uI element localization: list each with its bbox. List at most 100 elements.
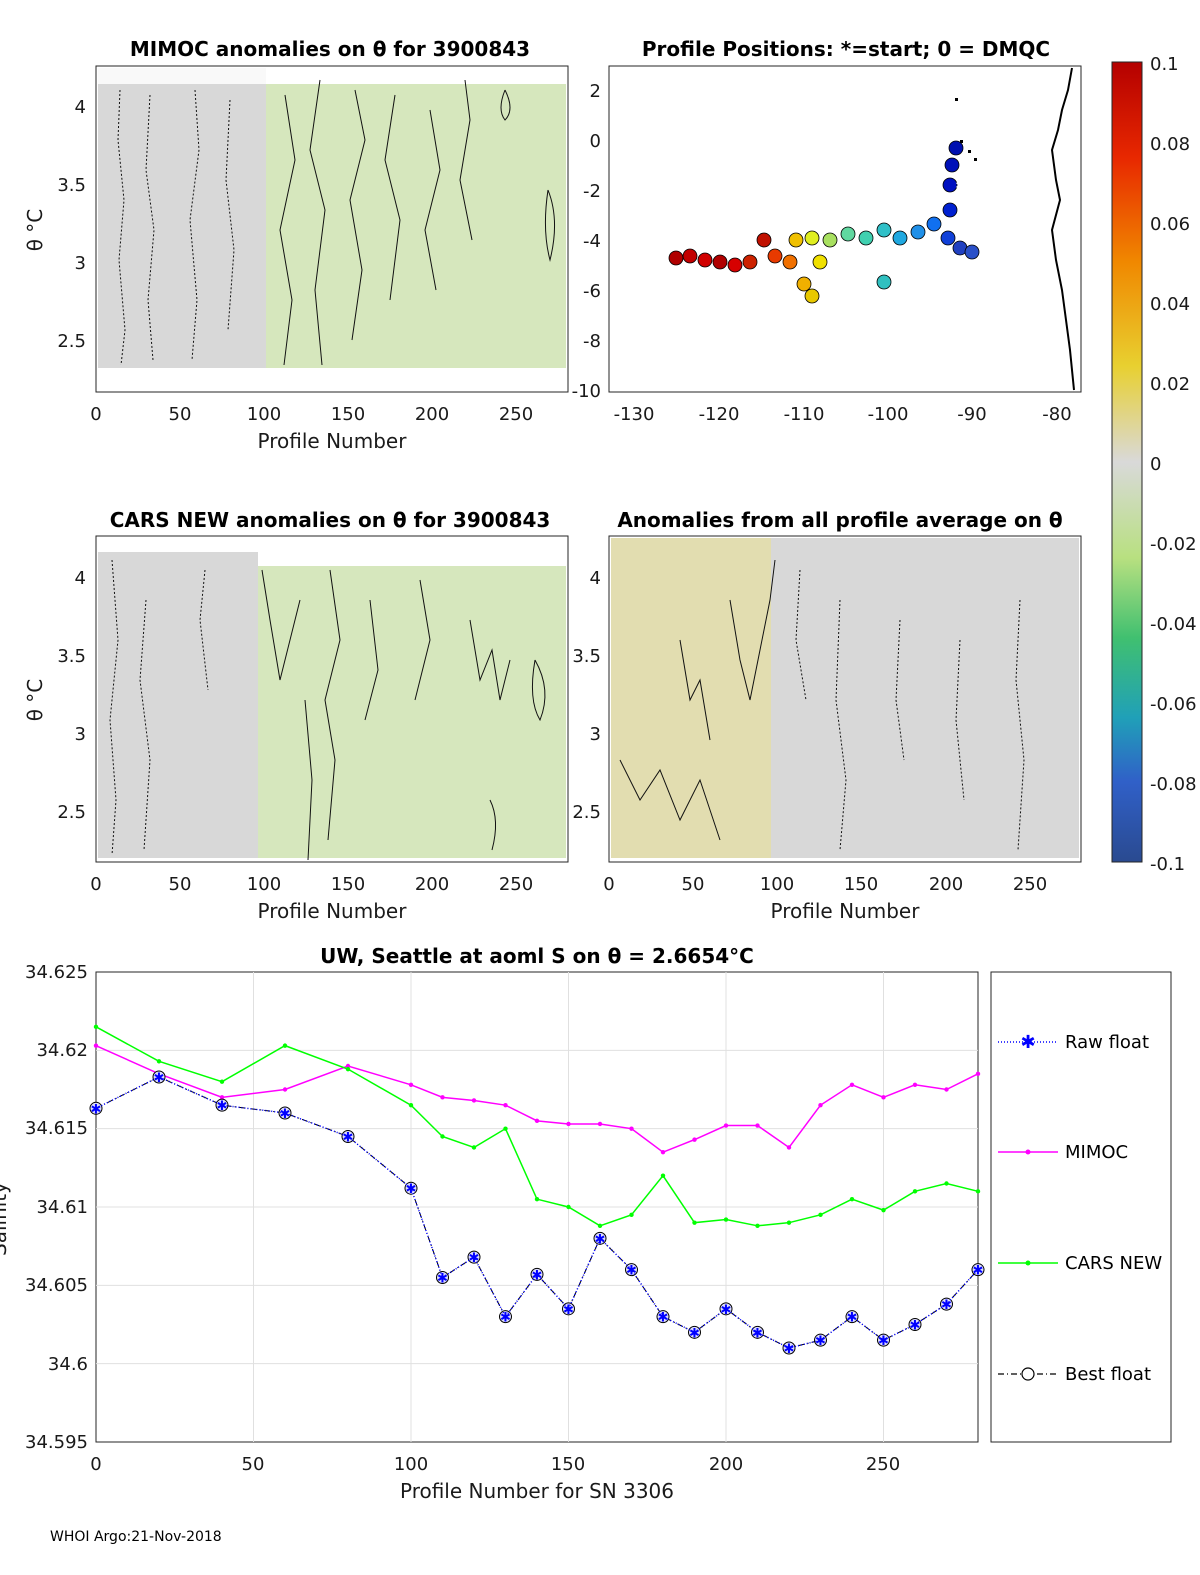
average-xaxis: 0 50 100 150 200 250 Profile Number bbox=[603, 874, 1047, 923]
data-point-cars-new bbox=[408, 1102, 414, 1108]
cars-xtick: 150 bbox=[331, 874, 365, 895]
positions-ytick: -10 bbox=[572, 381, 601, 402]
data-point-mimoc bbox=[408, 1082, 414, 1088]
legend-box bbox=[990, 971, 1172, 1443]
data-point-raw-float: ✱ bbox=[658, 1311, 669, 1326]
data-point-cars-new bbox=[629, 1212, 634, 1218]
mimoc-xtick: 100 bbox=[247, 404, 281, 425]
data-point-cars-new bbox=[345, 1066, 351, 1072]
data-point-cars-new bbox=[534, 1196, 540, 1202]
data-point-cars-new bbox=[755, 1223, 760, 1229]
data-point-mimoc bbox=[912, 1082, 918, 1088]
data-point-raw-float: ✱ bbox=[469, 1251, 480, 1266]
average-ytick: 3 bbox=[590, 724, 601, 745]
colorbar-tick: -0.02 bbox=[1150, 534, 1197, 555]
data-point-raw-float: ✱ bbox=[91, 1102, 102, 1117]
data-point-mimoc bbox=[786, 1145, 792, 1150]
data-point-best-float bbox=[436, 1271, 449, 1284]
data-point-best-float bbox=[278, 1106, 292, 1120]
data-point-mimoc bbox=[849, 1082, 855, 1088]
data-point-raw-float: ✱ bbox=[689, 1326, 700, 1341]
colorbar-tick: -0.1 bbox=[1150, 854, 1185, 875]
data-point-raw-float: ✱ bbox=[563, 1303, 574, 1318]
cars-contours bbox=[109, 559, 546, 861]
chart-ytick: 34.6 bbox=[48, 1354, 88, 1375]
cars-field-gray bbox=[98, 552, 258, 858]
data-point-mimoc bbox=[944, 1087, 949, 1092]
average-xtick: 250 bbox=[1013, 874, 1047, 895]
cars-ytick: 2.5 bbox=[57, 802, 86, 823]
data-point-mimoc bbox=[534, 1118, 540, 1124]
data-point-cars-new bbox=[786, 1220, 792, 1225]
positions-xtick: -100 bbox=[868, 404, 909, 425]
average-xtick: 200 bbox=[929, 874, 963, 895]
series-line-mimoc bbox=[95, 1044, 979, 1154]
data-point-best-float bbox=[782, 1341, 796, 1355]
positions-xtick: -120 bbox=[699, 404, 740, 425]
data-point-cars-new bbox=[440, 1134, 445, 1139]
cars-xtick: 50 bbox=[169, 874, 192, 895]
data-point-raw-float: ✱ bbox=[532, 1268, 543, 1283]
data-point-mimoc bbox=[471, 1098, 477, 1103]
mimoc-xtick: 250 bbox=[499, 404, 533, 425]
dot-marker-icon bbox=[1025, 1260, 1031, 1266]
data-point-raw-float: ✱ bbox=[910, 1319, 921, 1334]
data-point-raw-float: ✱ bbox=[406, 1182, 417, 1197]
colorbar-tick: 0 bbox=[1150, 454, 1161, 475]
data-point-mimoc bbox=[660, 1149, 666, 1155]
data-point-cars-new bbox=[723, 1217, 729, 1222]
colorbar-tick: -0.06 bbox=[1150, 694, 1197, 715]
cars-ylabel: θ °C bbox=[23, 679, 47, 722]
average-panel: Anomalies from all profile average on θ … bbox=[572, 508, 1082, 923]
data-point-cars-new bbox=[944, 1181, 949, 1186]
data-point-best-float bbox=[562, 1302, 575, 1316]
data-point-cars-new bbox=[597, 1223, 603, 1229]
average-xtick: 0 bbox=[603, 874, 614, 895]
positions-ytick: -2 bbox=[583, 181, 601, 202]
data-point-best-float bbox=[152, 1070, 166, 1084]
data-point-raw-float: ✱ bbox=[500, 1311, 511, 1326]
float-track bbox=[668, 140, 980, 304]
data-point-best-float bbox=[215, 1098, 229, 1112]
cars-ytick: 3.5 bbox=[57, 646, 86, 667]
mimoc-xtick: 50 bbox=[169, 404, 192, 425]
cars-field-green bbox=[258, 566, 566, 858]
star-marker-icon: ✱ bbox=[1020, 1032, 1035, 1053]
data-point-cars-new bbox=[818, 1212, 823, 1218]
chart-ylabel: Salinity bbox=[0, 1182, 11, 1256]
data-point-raw-float: ✱ bbox=[154, 1071, 165, 1086]
chart-xtick: 250 bbox=[866, 1454, 900, 1475]
series-layer: ✱ ✱ ✱ ✱ ✱ ✱ ✱ ✱ ✱ ✱ ✱ ✱ ✱ ✱ ✱ ✱ ✱ ✱ ✱ ✱ ✱ ✱ ✱ ✱ bbox=[89, 1024, 985, 1357]
cars-xtick: 200 bbox=[415, 874, 449, 895]
colorbar-tick: -0.08 bbox=[1150, 774, 1197, 795]
data-point-mimoc bbox=[723, 1123, 729, 1128]
legend-label: CARS NEW bbox=[1065, 1253, 1162, 1274]
colorbar-gradient bbox=[1111, 61, 1143, 863]
data-point-cars-new bbox=[219, 1079, 225, 1084]
dmqc-marks bbox=[955, 98, 977, 161]
average-ytick: 3.5 bbox=[572, 646, 601, 667]
data-point-cars-new bbox=[912, 1189, 918, 1194]
cars-yaxis: 4 3.5 3 2.5 θ °C bbox=[23, 568, 86, 823]
legend-entry-cars: CARS NEW bbox=[998, 1253, 1162, 1274]
data-point-best-float bbox=[908, 1318, 922, 1331]
legend-label: MIMOC bbox=[1065, 1142, 1128, 1163]
cars-ytick: 3 bbox=[75, 724, 86, 745]
positions-yaxis: 2 0 -2 -4 -6 -8 -10 bbox=[572, 81, 601, 402]
mimoc-ytick: 2.5 bbox=[57, 331, 86, 352]
chart-xtick: 50 bbox=[242, 1454, 265, 1475]
positions-ytick: 0 bbox=[590, 131, 601, 152]
salinity-chart: UW, Seattle at aoml S on θ = 2.6654°C ✱✱… bbox=[0, 944, 1172, 1503]
start-marker-icon: * bbox=[956, 178, 965, 199]
data-point-raw-float: ✱ bbox=[878, 1334, 889, 1349]
cars-xaxis: 0 50 100 150 200 250 Profile Number bbox=[90, 874, 533, 923]
data-point-cars-new bbox=[660, 1173, 666, 1178]
chart-xtick: 100 bbox=[394, 1454, 428, 1475]
data-point-raw-float: ✱ bbox=[217, 1099, 228, 1114]
mimoc-xtick: 150 bbox=[331, 404, 365, 425]
data-point-mimoc bbox=[629, 1126, 634, 1131]
chart-xtick: 150 bbox=[551, 1454, 585, 1475]
colorbar-tick: 0.1 bbox=[1150, 54, 1179, 75]
chart-yaxis: 34.625 34.62 34.615 34.61 34.605 34.6 34… bbox=[0, 962, 88, 1453]
positions-title: Profile Positions: *=start; 0 = DMQC bbox=[642, 37, 1050, 61]
